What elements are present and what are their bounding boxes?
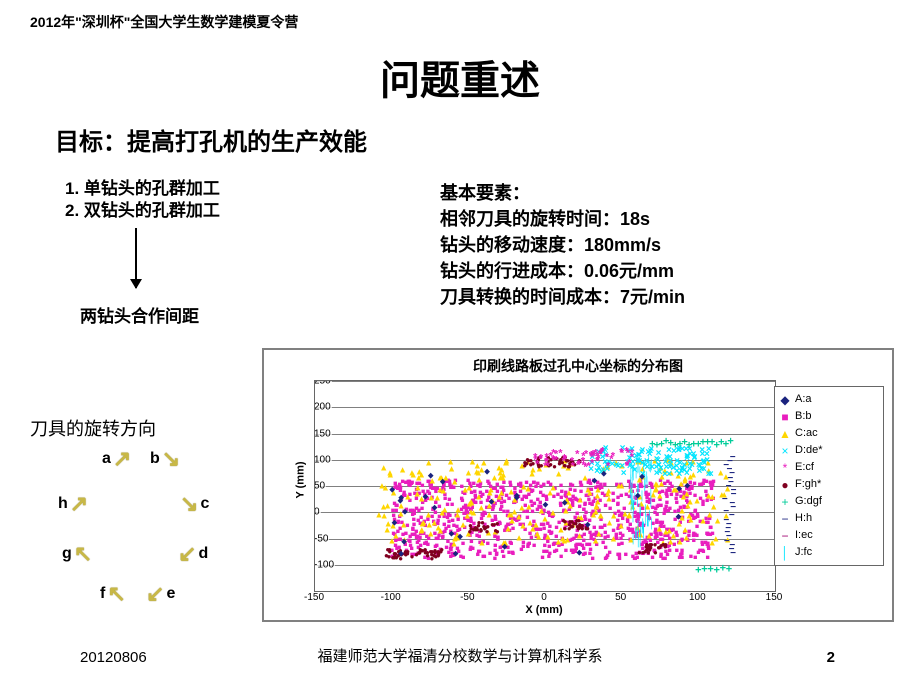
circle-marker-icon: ● bbox=[779, 479, 791, 491]
footer-page: 2 bbox=[827, 649, 835, 666]
plus-marker-icon: + bbox=[779, 496, 791, 508]
list-item-2: 2. 双钻头的孔群加工 bbox=[65, 200, 220, 222]
arrow-icon: ↗ bbox=[70, 493, 88, 515]
square-marker-icon: ■ bbox=[779, 411, 791, 423]
x-axis-label: X (mm) bbox=[314, 604, 774, 616]
param-line-4: 刀具转换的时间成本：7元/min bbox=[440, 284, 685, 310]
legend-item: │J:fc bbox=[779, 544, 879, 561]
arrow-icon: ↙ bbox=[178, 543, 196, 565]
legend-item: ■B:b bbox=[779, 408, 879, 425]
page-header: 2012年"深圳杯"全国大学生数学建模夏令营 bbox=[30, 12, 298, 32]
triangle-marker-icon: ▲ bbox=[779, 428, 791, 440]
star-marker-icon: * bbox=[779, 462, 791, 474]
arrow-icon: ↖ bbox=[107, 583, 125, 605]
ring-h: h↗ bbox=[58, 493, 88, 515]
legend-item: +G:dgf bbox=[779, 493, 879, 510]
chart-title: 印刷线路板过孔中心坐标的分布图 bbox=[264, 356, 892, 376]
param-line-2: 钻头的移动速度：180mm/s bbox=[440, 232, 685, 258]
arrow-icon: ↖ bbox=[74, 543, 92, 565]
rotation-ring: a↗ b↘ ↘c ↙d ↙e f↖ g↖ h↗ bbox=[50, 448, 220, 613]
ring-g: g↖ bbox=[62, 543, 92, 565]
left-list: 1. 单钻头的孔群加工 2. 双钻头的孔群加工 bbox=[65, 178, 220, 222]
ring-d: ↙d bbox=[178, 543, 208, 565]
ring-b: b↘ bbox=[150, 448, 180, 470]
arrow-down-icon bbox=[135, 228, 137, 288]
footer-org: 福建师范大学福清分校数学与计算机科学系 bbox=[0, 645, 920, 666]
arrow-icon: ↗ bbox=[113, 448, 131, 470]
ring-a: a↗ bbox=[102, 448, 131, 470]
legend-item: ●F:gh* bbox=[779, 476, 879, 493]
list-item-1: 1. 单钻头的孔群加工 bbox=[65, 178, 220, 200]
ring-f: f↖ bbox=[100, 583, 126, 605]
arrow-icon: ↙ bbox=[146, 583, 164, 605]
legend-item: *E:cf bbox=[779, 459, 879, 476]
parameters-block: 基本要素： 相邻刀具的旋转时间：18s 钻头的移动速度：180mm/s 钻头的行… bbox=[440, 180, 685, 310]
x-marker-icon: × bbox=[779, 445, 791, 457]
rotation-label: 刀具的旋转方向 bbox=[30, 415, 156, 441]
param-line-1: 相邻刀具的旋转时间：18s bbox=[440, 206, 685, 232]
dash-marker-icon: − bbox=[779, 530, 791, 542]
legend-item: −H:h bbox=[779, 510, 879, 527]
ring-e: ↙e bbox=[146, 583, 175, 605]
arrow-icon: ↘ bbox=[162, 448, 180, 470]
legend-item: −I:ec bbox=[779, 527, 879, 544]
slide-title: 问题重述 bbox=[0, 48, 920, 106]
scatter-chart: 印刷线路板过孔中心坐标的分布图 Y (mm) X (mm) -100-50050… bbox=[262, 348, 894, 622]
params-heading: 基本要素： bbox=[440, 180, 685, 206]
legend-item: ▲C:ac bbox=[779, 425, 879, 442]
slide-subtitle: 目标：提高打孔机的生产效能 bbox=[55, 122, 367, 157]
y-axis-label: Y (mm) bbox=[295, 461, 307, 498]
arrow-icon: ↘ bbox=[180, 493, 198, 515]
chart-legend: ◆A:a ■B:b ▲C:ac ×D:de* *E:cf ●F:gh* +G:d… bbox=[774, 386, 884, 566]
legend-item: ×D:de* bbox=[779, 442, 879, 459]
dash-marker-icon: − bbox=[779, 513, 791, 525]
coop-label: 两钻头合作间距 bbox=[80, 302, 199, 327]
legend-item: ◆A:a bbox=[779, 391, 879, 408]
diamond-marker-icon: ◆ bbox=[779, 394, 791, 406]
bar-marker-icon: │ bbox=[779, 547, 791, 559]
param-line-3: 钻头的行进成本：0.06元/mm bbox=[440, 258, 685, 284]
plot-area: -100-50050100150200250■■■■■■■■■■■■■■■■■■… bbox=[314, 380, 776, 592]
ring-c: ↘c bbox=[180, 493, 209, 515]
